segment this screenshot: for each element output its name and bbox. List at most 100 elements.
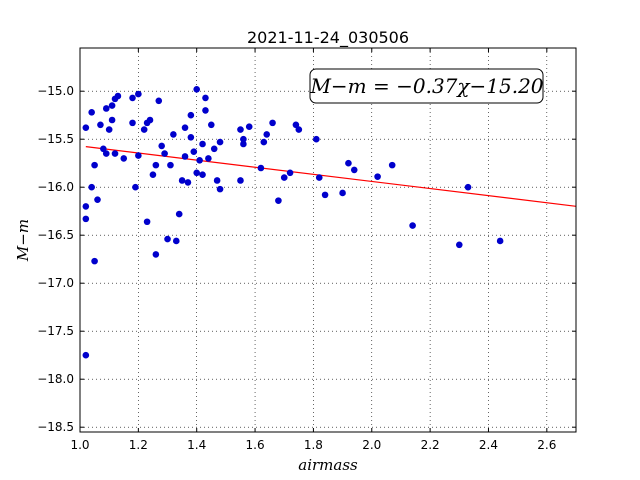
data-point <box>275 197 282 204</box>
fit-equation-box: M−m = −0.37χ−15.20 <box>309 68 544 104</box>
data-point <box>257 164 265 172</box>
x-tick-label: 1.8 <box>304 438 323 452</box>
y-tick-label: −17.0 <box>37 276 74 290</box>
x-tick-label: 1.4 <box>187 438 206 452</box>
fit-layer <box>85 146 577 207</box>
data-point <box>152 161 160 169</box>
data-point <box>409 222 416 229</box>
data-point <box>135 152 142 159</box>
data-point <box>199 171 206 179</box>
data-point <box>496 237 504 245</box>
data-point <box>295 126 303 133</box>
data-point <box>193 169 201 177</box>
data-point <box>181 153 189 160</box>
data-point <box>155 97 163 105</box>
data-point <box>213 177 221 184</box>
data-point <box>286 169 294 177</box>
data-point <box>187 111 195 119</box>
data-point <box>269 119 276 127</box>
fit-equation: M−m = −0.37χ−15.20 <box>309 74 543 98</box>
data-point <box>216 185 224 193</box>
data-point <box>135 90 142 98</box>
data-point <box>388 161 396 169</box>
data-point <box>193 85 201 93</box>
data-point <box>184 179 192 186</box>
data-point <box>260 138 268 146</box>
data-point <box>321 191 329 199</box>
data-point <box>202 94 209 102</box>
data-point <box>240 135 247 143</box>
data-point <box>108 116 116 124</box>
data-point <box>100 145 107 153</box>
data-point <box>181 124 189 131</box>
chart-title: 2021-11-24_030506 <box>247 28 409 48</box>
data-point <box>237 126 244 133</box>
data-point <box>245 123 253 131</box>
data-point <box>199 140 206 148</box>
data-point <box>129 94 136 102</box>
data-point <box>207 121 215 129</box>
data-point <box>88 109 95 116</box>
data-point <box>88 183 95 191</box>
data-point <box>240 140 247 148</box>
data-point <box>237 177 244 184</box>
data-point <box>152 251 160 258</box>
data-point <box>202 107 209 114</box>
data-point <box>132 183 139 191</box>
data-point <box>187 133 195 141</box>
data-point <box>91 257 98 265</box>
x-tick-label: 1.0 <box>70 438 89 452</box>
data-point <box>97 121 104 129</box>
x-tick-label: 2.2 <box>421 438 440 452</box>
data-point <box>164 235 171 243</box>
y-tick-label: −15.5 <box>37 132 74 146</box>
y-axis-label: M−m <box>14 219 32 262</box>
data-point <box>111 150 119 157</box>
data-point <box>120 155 128 162</box>
data-point <box>315 174 323 181</box>
x-tick-label: 1.6 <box>246 438 265 452</box>
data-point <box>339 189 346 197</box>
y-tick-label: −16.0 <box>37 180 74 194</box>
ticks: 1.0 1.2 1.4 1.6 1.8 2.0 2.2 2.4 2.6 −15.0 −15.5 −16… <box>37 48 576 452</box>
data-point <box>196 157 203 164</box>
data-point <box>82 124 90 131</box>
x-tick-label: 1.2 <box>129 438 148 452</box>
data-point <box>313 135 320 143</box>
x-tick-label: 2.0 <box>362 438 381 452</box>
data-point <box>158 142 165 150</box>
data-point <box>175 210 183 218</box>
data-point <box>91 161 98 169</box>
data-point <box>178 177 186 184</box>
data-point <box>143 218 151 226</box>
data-point <box>82 215 90 223</box>
x-axis-label: airmass <box>298 456 358 474</box>
data-point <box>167 161 174 169</box>
x-tick-label: 2.6 <box>537 438 556 452</box>
data-point <box>350 166 358 174</box>
data-point <box>374 173 381 180</box>
data-point <box>108 102 116 109</box>
y-tick-label: −16.5 <box>37 228 74 242</box>
data-point <box>161 150 168 157</box>
data-point <box>190 148 198 155</box>
data-point <box>172 237 180 245</box>
data-point <box>170 131 177 138</box>
data-point <box>94 196 101 203</box>
data-point <box>82 203 90 210</box>
y-tick-label: −15.0 <box>37 84 74 98</box>
data-point <box>205 155 212 162</box>
data-point <box>455 241 463 249</box>
data-point <box>263 131 271 138</box>
fit-line <box>85 146 577 207</box>
plot-frame <box>79 47 577 433</box>
data-point <box>140 126 148 133</box>
data-point <box>210 145 218 153</box>
y-tick-label: −18.5 <box>37 420 74 434</box>
data-point <box>149 171 157 179</box>
data-point <box>105 126 113 133</box>
data-point <box>216 138 224 146</box>
y-tick-label: −18.0 <box>37 372 74 386</box>
data-point <box>102 105 110 112</box>
